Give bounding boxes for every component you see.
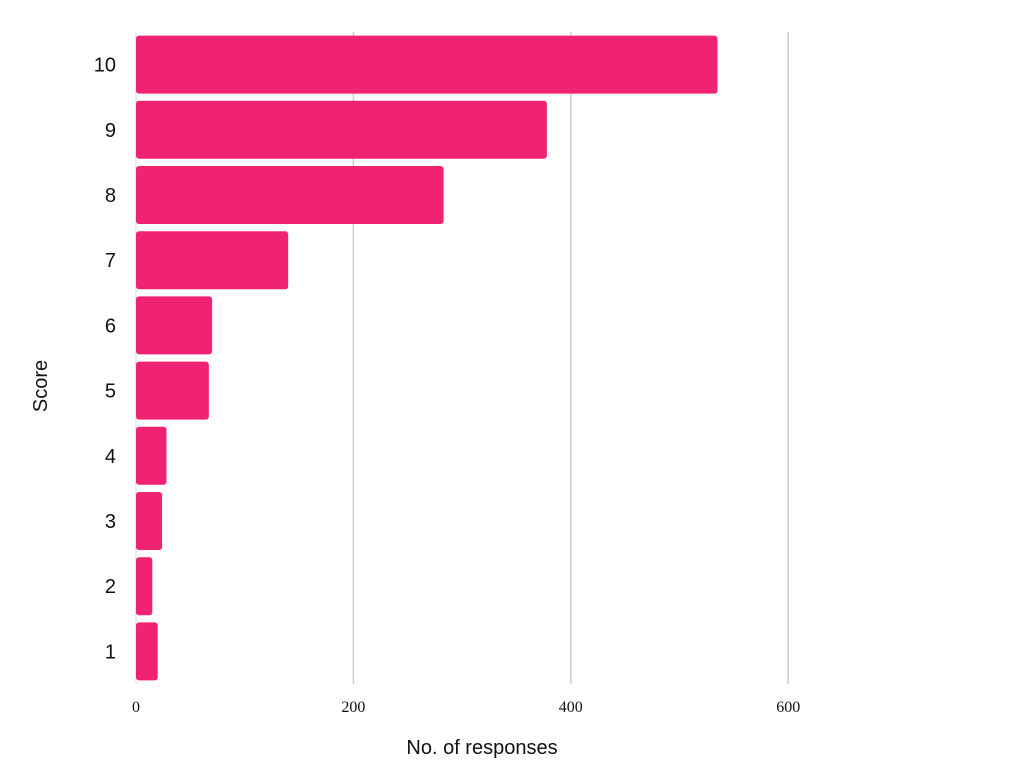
bar-score-9	[136, 100, 547, 159]
category-label-6: 6	[105, 315, 116, 337]
bar-score-3	[136, 492, 163, 550]
category-labels: 10 9 8 7 6 5 4 3 2 1	[94, 55, 116, 664]
x-tick-label-200: 200	[341, 699, 365, 716]
bar-score-2	[136, 557, 153, 616]
category-label-10: 10	[94, 55, 116, 77]
x-tick-label-600: 600	[776, 699, 800, 716]
category-label-5: 5	[105, 381, 116, 403]
bar-score-6	[136, 296, 213, 355]
category-label-3: 3	[105, 511, 116, 533]
bar-score-8	[136, 166, 444, 224]
bar-score-4	[136, 426, 167, 485]
bars	[136, 35, 718, 681]
bar-score-1	[136, 622, 158, 681]
category-label-9: 9	[105, 120, 116, 142]
bar-score-10	[136, 35, 718, 94]
x-axis-title: No. of responses	[406, 737, 557, 759]
bar-score-7	[136, 231, 289, 290]
category-label-2: 2	[105, 576, 116, 598]
category-label-1: 1	[105, 641, 116, 663]
bar-score-5	[136, 361, 209, 420]
y-axis-title: Score	[30, 360, 52, 412]
x-tick-label-400: 400	[559, 699, 583, 716]
x-tick-label-0: 0	[132, 699, 140, 716]
category-label-7: 7	[105, 250, 116, 272]
category-label-4: 4	[105, 446, 116, 468]
category-label-8: 8	[105, 185, 116, 207]
x-tick-labels: 0 200 400 600	[132, 699, 800, 716]
